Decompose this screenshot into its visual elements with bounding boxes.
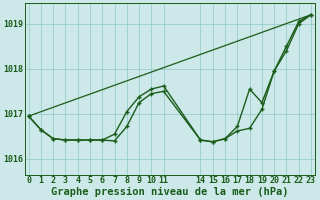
- X-axis label: Graphe pression niveau de la mer (hPa): Graphe pression niveau de la mer (hPa): [51, 186, 289, 197]
